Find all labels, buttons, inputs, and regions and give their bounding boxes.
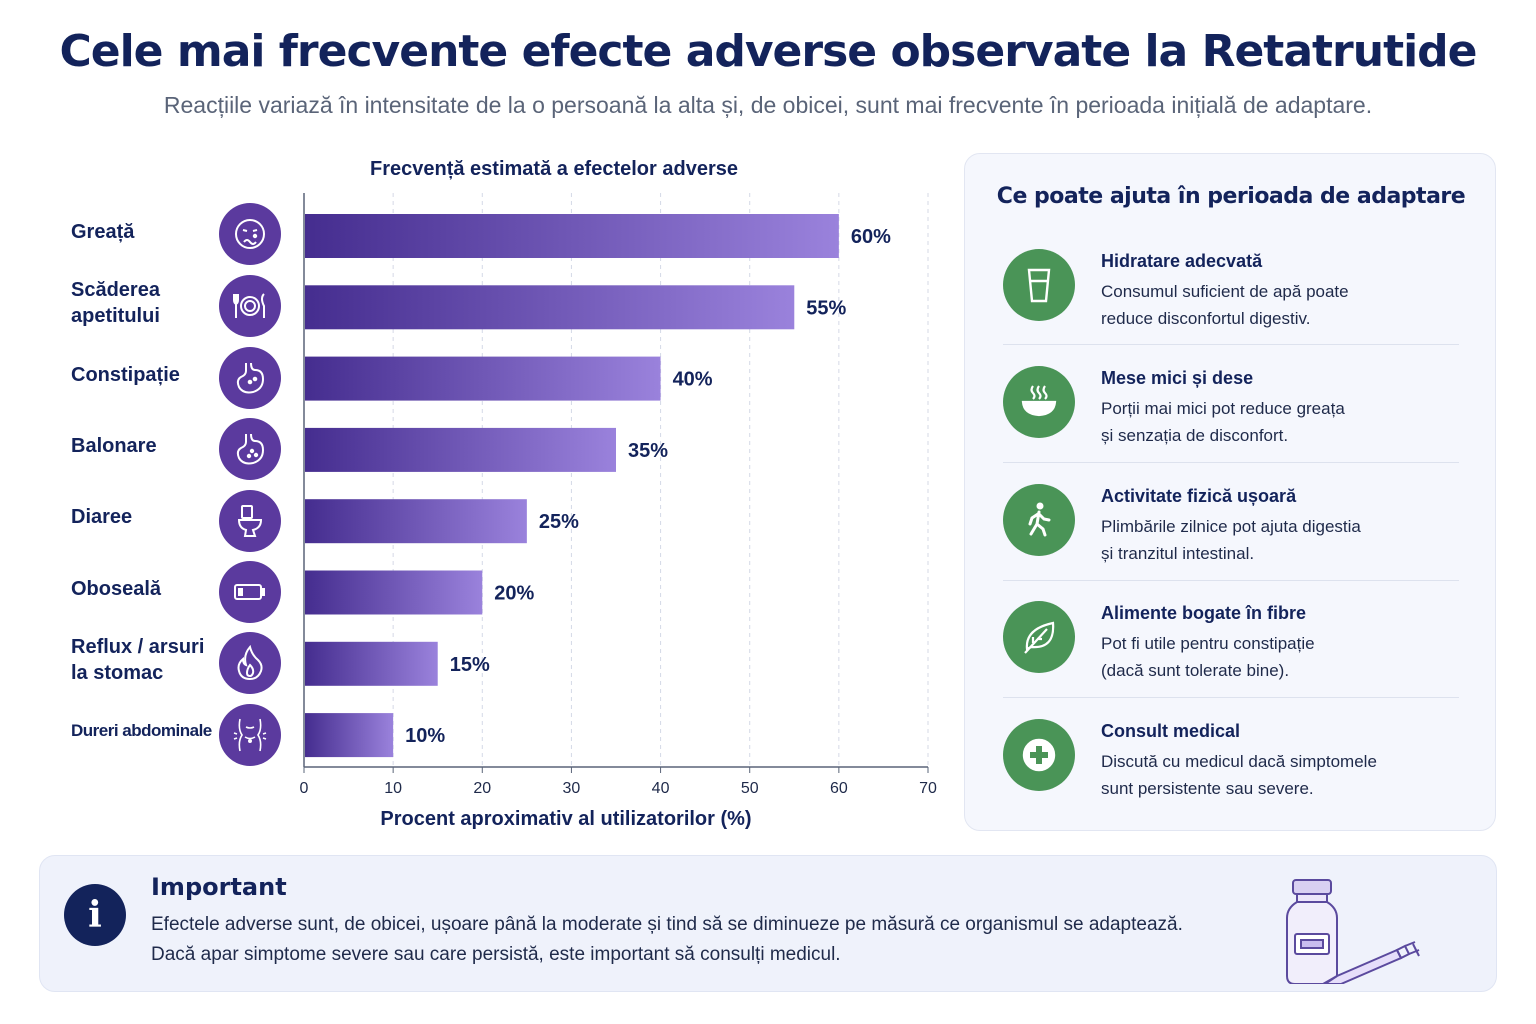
value-label: 25% — [539, 511, 579, 533]
tip-text: Discută cu medicul dacă simptomele sunt p… — [1101, 752, 1377, 798]
x-tick-label: 60 — [830, 780, 848, 797]
tips-panel: Ce poate ajuta în perioada de adaptare H… — [964, 153, 1496, 831]
steaming-bowl-icon — [1003, 366, 1075, 438]
tip-text: Consumul suficient de apă poate reduce di… — [1101, 282, 1349, 328]
tip-text: Plimbările zilnice pot ajuta digestia și … — [1101, 517, 1361, 563]
bar — [305, 570, 483, 615]
bar-chart: 60% 55% 40% 35% 25% 20% 15% 10% 0 10 20 30 40 50 60 70 — [300, 193, 937, 797]
tip-title: Consult medical — [1101, 721, 1241, 741]
category-label: Greață — [71, 221, 135, 243]
water-glass-icon — [1003, 249, 1075, 321]
x-tick-label: 70 — [919, 780, 937, 797]
bloated-stomach-icon — [219, 418, 281, 480]
value-label: 10% — [405, 725, 445, 747]
tip-title: Alimente bogate în fibre — [1101, 603, 1307, 623]
abdomen-pain-icon — [219, 704, 281, 766]
x-tick-label: 0 — [300, 780, 309, 797]
bar — [305, 214, 839, 258]
x-tick-label: 10 — [384, 780, 402, 797]
category-label: Constipație — [71, 363, 180, 386]
tip-title: Mese mici și dese — [1101, 368, 1254, 388]
tips-title: Ce poate ajuta în perioada de adaptare — [996, 184, 1466, 209]
info-icon: i — [64, 884, 126, 946]
flame-icon — [219, 632, 281, 694]
important-title: Important — [151, 873, 287, 901]
category-label: Oboseală — [71, 577, 162, 600]
medical-cross-icon — [1003, 719, 1075, 791]
walking-person-icon — [1003, 484, 1075, 556]
vial-syringe-illustration — [1286, 879, 1420, 984]
divider — [1003, 462, 1459, 463]
x-tick-label: 20 — [473, 780, 491, 797]
bar — [305, 499, 527, 544]
low-battery-icon — [219, 561, 281, 623]
tip-small-meals: Mese mici și dese Porții mai mici pot re… — [1003, 366, 1461, 484]
value-label: 15% — [450, 654, 490, 676]
stomach-icon — [219, 347, 281, 409]
tip-text: Pot fi utile pentru constipație (dacă sun… — [1101, 634, 1315, 680]
category-label: Scăderea apetitului — [71, 279, 160, 328]
tip-physical-activity: Activitate fizică ușoară Plimbările ziln… — [1003, 484, 1461, 602]
tip-text: Porții mai mici pot reduce greața și senz… — [1101, 399, 1345, 445]
x-tick-label: 50 — [741, 780, 759, 797]
tip-medical-consult: Consult medical Discută cu medicul dacă … — [1003, 719, 1461, 837]
bar — [305, 356, 661, 401]
value-label: 40% — [673, 369, 713, 391]
category-label: Balonare — [71, 434, 157, 457]
bar — [305, 427, 616, 472]
category-label: Dureri abdominale — [71, 721, 212, 741]
value-label: 55% — [806, 297, 846, 319]
value-label: 60% — [851, 226, 891, 248]
chart-title: Frecvență estimată a efectelor adverse — [370, 158, 738, 180]
x-tick-label: 30 — [563, 780, 581, 797]
toilet-icon — [219, 490, 281, 552]
leaf-icon — [1003, 601, 1075, 673]
value-label: 20% — [494, 583, 534, 605]
value-label: 35% — [628, 440, 668, 462]
category-label: Diaree — [71, 506, 133, 529]
plate-cutlery-icon — [219, 275, 281, 337]
tip-hydration: Hidratare adecvată Consumul suficient de… — [1003, 249, 1461, 367]
x-axis-label: Procent aproximativ al utilizatorilor (%… — [380, 808, 752, 830]
bar — [305, 713, 394, 758]
category-label: Reflux / arsuri la stomac — [71, 635, 205, 684]
important-notice: i Important Efectele adverse sunt, de ob… — [39, 855, 1497, 992]
divider — [1003, 697, 1459, 698]
page-title: Cele mai frecvente efecte adverse observ… — [59, 26, 1477, 77]
bar — [305, 641, 438, 686]
tip-title: Hidratare adecvată — [1101, 251, 1263, 271]
divider — [1003, 344, 1459, 345]
tip-fiber: Alimente bogate în fibre Pot fi utile pe… — [1003, 601, 1461, 719]
x-tick-label: 40 — [652, 780, 670, 797]
important-text: Efectele adverse sunt, de obicei, ușoare… — [151, 914, 1183, 965]
tip-title: Activitate fizică ușoară — [1101, 486, 1297, 506]
page-subtitle: Reacțiile variază în intensitate de la o… — [163, 92, 1373, 118]
divider — [1003, 580, 1459, 581]
bar — [305, 285, 795, 330]
nauseous-face-icon — [219, 203, 281, 265]
